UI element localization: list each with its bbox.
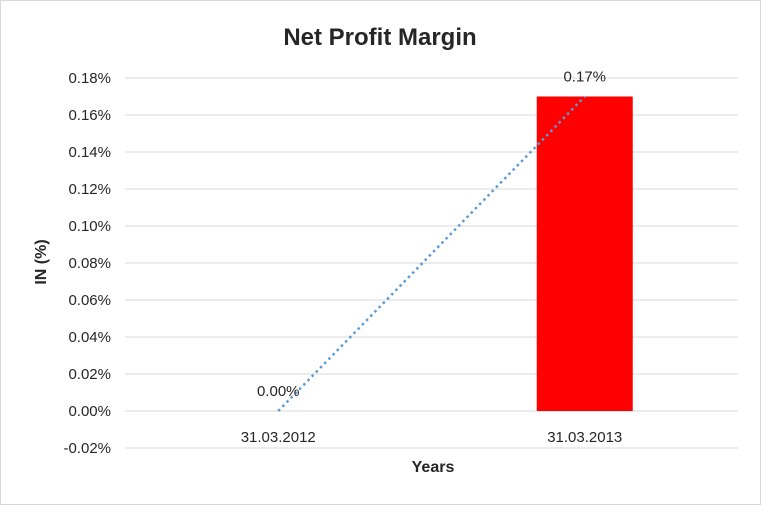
y-tick-label: 0.10% — [68, 218, 111, 235]
y-tick-label: 0.06% — [68, 292, 111, 309]
gridlines — [125, 77, 738, 449]
y-tick-label: -0.02% — [63, 440, 111, 457]
y-axis-ticks: -0.02% 0.00% 0.02% 0.04% 0.06% 0.08% 0.10% 0.12… — [63, 70, 111, 457]
y-tick-label: 0.04% — [68, 329, 111, 346]
bars — [536, 96, 633, 411]
y-axis-label: IN (%) — [33, 239, 50, 284]
y-tick-label: 0.12% — [68, 181, 111, 198]
y-tick-label: 0.14% — [68, 144, 111, 161]
chart-title: Net Profit Margin — [283, 24, 476, 51]
trendline — [277, 95, 586, 412]
x-tick-label: 31.03.2013 — [547, 429, 622, 446]
y-tick-label: 0.16% — [68, 107, 111, 124]
bar — [536, 96, 633, 411]
y-tick-label: 0.08% — [68, 255, 111, 272]
y-tick-label: 0.02% — [68, 366, 111, 383]
y-tick-label: 0.00% — [68, 403, 111, 420]
x-tick-label: 31.03.2012 — [241, 429, 316, 446]
x-axis-label: Years — [412, 459, 455, 476]
y-tick-label: 0.18% — [68, 70, 111, 87]
x-axis-ticks: 31.03.2012 31.03.2013 — [241, 429, 623, 446]
data-label: 0.00% — [257, 383, 300, 400]
data-label: 0.17% — [563, 69, 606, 86]
data-labels: 0.00% 0.17% — [257, 69, 606, 401]
